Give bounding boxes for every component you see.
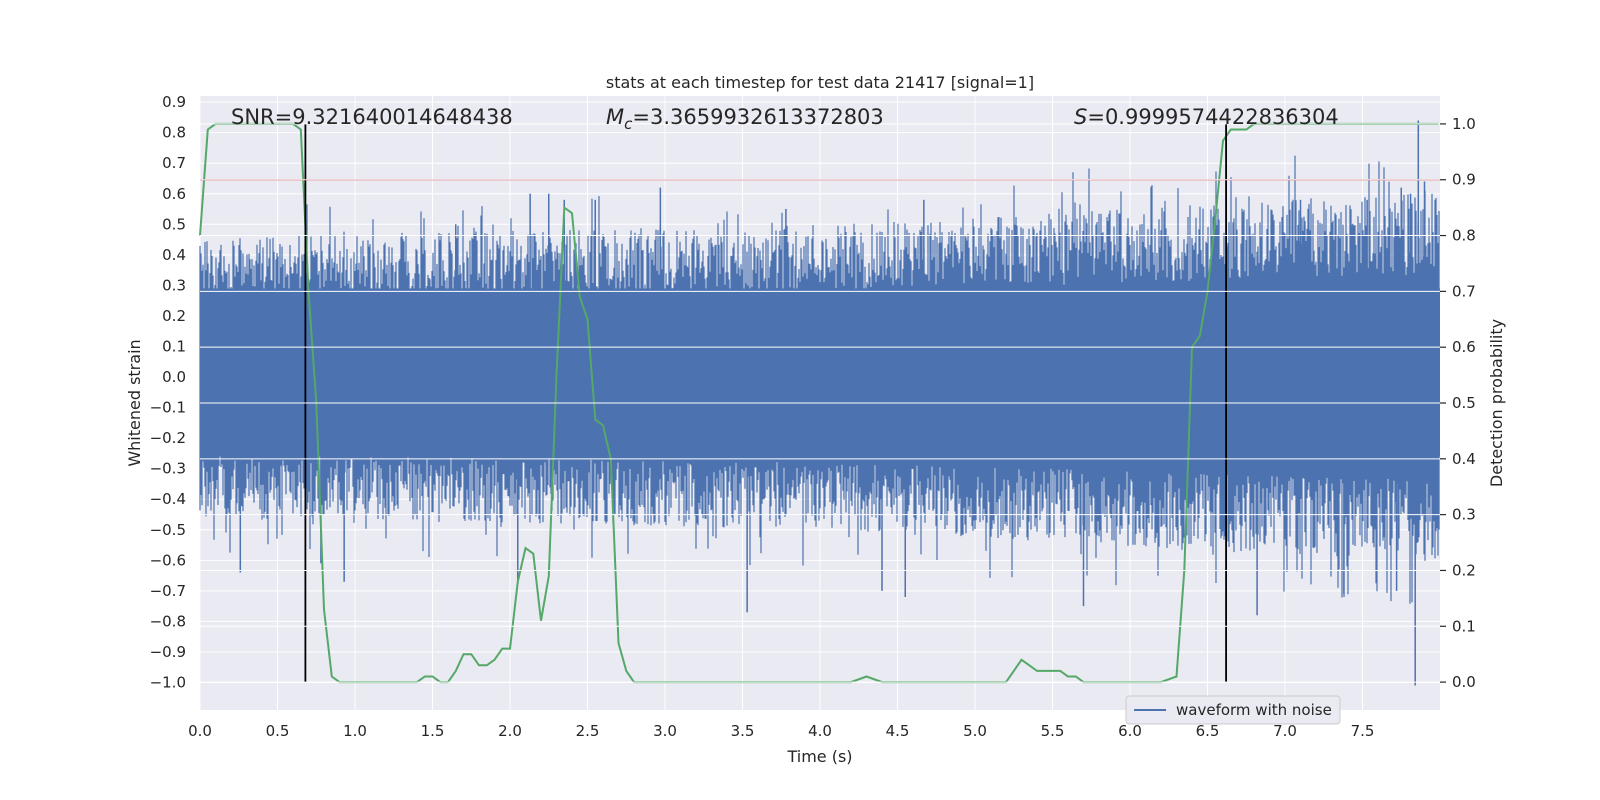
x-tick-label: 4.5 <box>886 722 910 740</box>
chirp-mass-annotation: Mc=3.3659932613372803 <box>606 105 884 133</box>
y-tick-label-left: −0.1 <box>150 399 186 417</box>
x-tick-label: 2.5 <box>576 722 600 740</box>
y-tick-label-left: 0.6 <box>162 185 186 203</box>
y-tick-label-left: −1.0 <box>150 674 186 692</box>
x-tick-label: 3.0 <box>653 722 677 740</box>
y-tick-label-right: 0.8 <box>1452 227 1476 245</box>
y-axis-label-right: Detection probability <box>1487 319 1506 487</box>
x-tick-label: 6.0 <box>1118 722 1142 740</box>
y-tick-label-right: 0.9 <box>1452 171 1476 189</box>
y-tick-label-right: 0.0 <box>1452 673 1476 691</box>
y-tick-label-right: 0.1 <box>1452 617 1476 635</box>
y-tick-label-right: 0.4 <box>1452 450 1476 468</box>
y-tick-label-left: −0.4 <box>150 490 186 508</box>
x-tick-label: 0.0 <box>188 722 212 740</box>
x-tick-label: 0.5 <box>266 722 290 740</box>
y-tick-label-right: 0.3 <box>1452 506 1476 524</box>
waveform-series <box>199 120 1440 686</box>
x-tick-label: 5.5 <box>1041 722 1065 740</box>
y-tick-label-left: 0.7 <box>162 154 186 172</box>
y-tick-label-left: 0.9 <box>162 93 186 111</box>
x-tick-label: 5.0 <box>963 722 987 740</box>
y-tick-label-left: −0.9 <box>150 643 186 661</box>
legend-box <box>1125 695 1341 725</box>
x-tick-label: 2.0 <box>498 722 522 740</box>
y-tick-label-left: 0.8 <box>162 124 186 142</box>
y-tick-label-right: 0.7 <box>1452 282 1476 300</box>
y-tick-label-left: 0.2 <box>162 307 186 325</box>
score-annotation: S=0.9999574422836304 <box>1074 105 1339 129</box>
chart-title: stats at each timestep for test data 214… <box>606 73 1034 92</box>
y-tick-label-left: −0.8 <box>150 612 186 630</box>
right-axis: 1.0 0.9 0.8 0.7 0.6 0.5 0.4 0.3 0.2 0.1 0.0 <box>200 115 1476 691</box>
x-tick-label: 1.0 <box>343 722 367 740</box>
snr-annotation: SNR=9.321640014648438 <box>231 105 513 129</box>
y-tick-label-left: −0.6 <box>150 551 186 569</box>
legend-entry-waveform: waveform with noise <box>1176 701 1332 719</box>
x-tick-label: 1.5 <box>421 722 445 740</box>
y-tick-label-left: 0.3 <box>162 276 186 294</box>
x-axis-label: Time (s) <box>786 747 852 766</box>
x-tick-label: 3.5 <box>731 722 755 740</box>
bottom-axis: 0.0 0.5 1.0 1.5 2.0 2.5 3.0 3.5 4.0 4.5 5.0 5.5 6.0 6… <box>188 722 1374 740</box>
y-tick-label-left: 0.4 <box>162 246 186 264</box>
y-tick-label-left: 0.1 <box>162 337 186 355</box>
y-tick-label-right: 0.2 <box>1452 561 1476 579</box>
y-tick-label-left: −0.2 <box>150 429 186 447</box>
y-tick-label-left: 0.0 <box>162 368 186 386</box>
left-axis: 0.9 0.8 0.7 0.6 0.5 0.4 0.3 0.2 0.1 0.0 −0.1 −0.2 −0… <box>150 93 186 691</box>
y-tick-label-right: 0.6 <box>1452 338 1476 356</box>
y-tick-label-left: −0.3 <box>150 460 186 478</box>
waveform-core <box>200 288 1440 457</box>
y-tick-label-left: 0.5 <box>162 215 186 233</box>
legend: waveform with noise <box>1125 695 1341 725</box>
y-tick-label-left: −0.7 <box>150 582 186 600</box>
y-tick-label-right: 0.5 <box>1452 394 1476 412</box>
x-tick-label: 6.5 <box>1196 722 1220 740</box>
x-tick-label: 7.5 <box>1351 722 1375 740</box>
y-tick-label-right: 1.0 <box>1452 115 1476 133</box>
x-tick-label: 4.0 <box>808 722 832 740</box>
y-tick-label-left: −0.5 <box>150 521 186 539</box>
y-axis-label-left: Whitened strain <box>125 339 144 466</box>
x-tick-label: 7.0 <box>1273 722 1297 740</box>
